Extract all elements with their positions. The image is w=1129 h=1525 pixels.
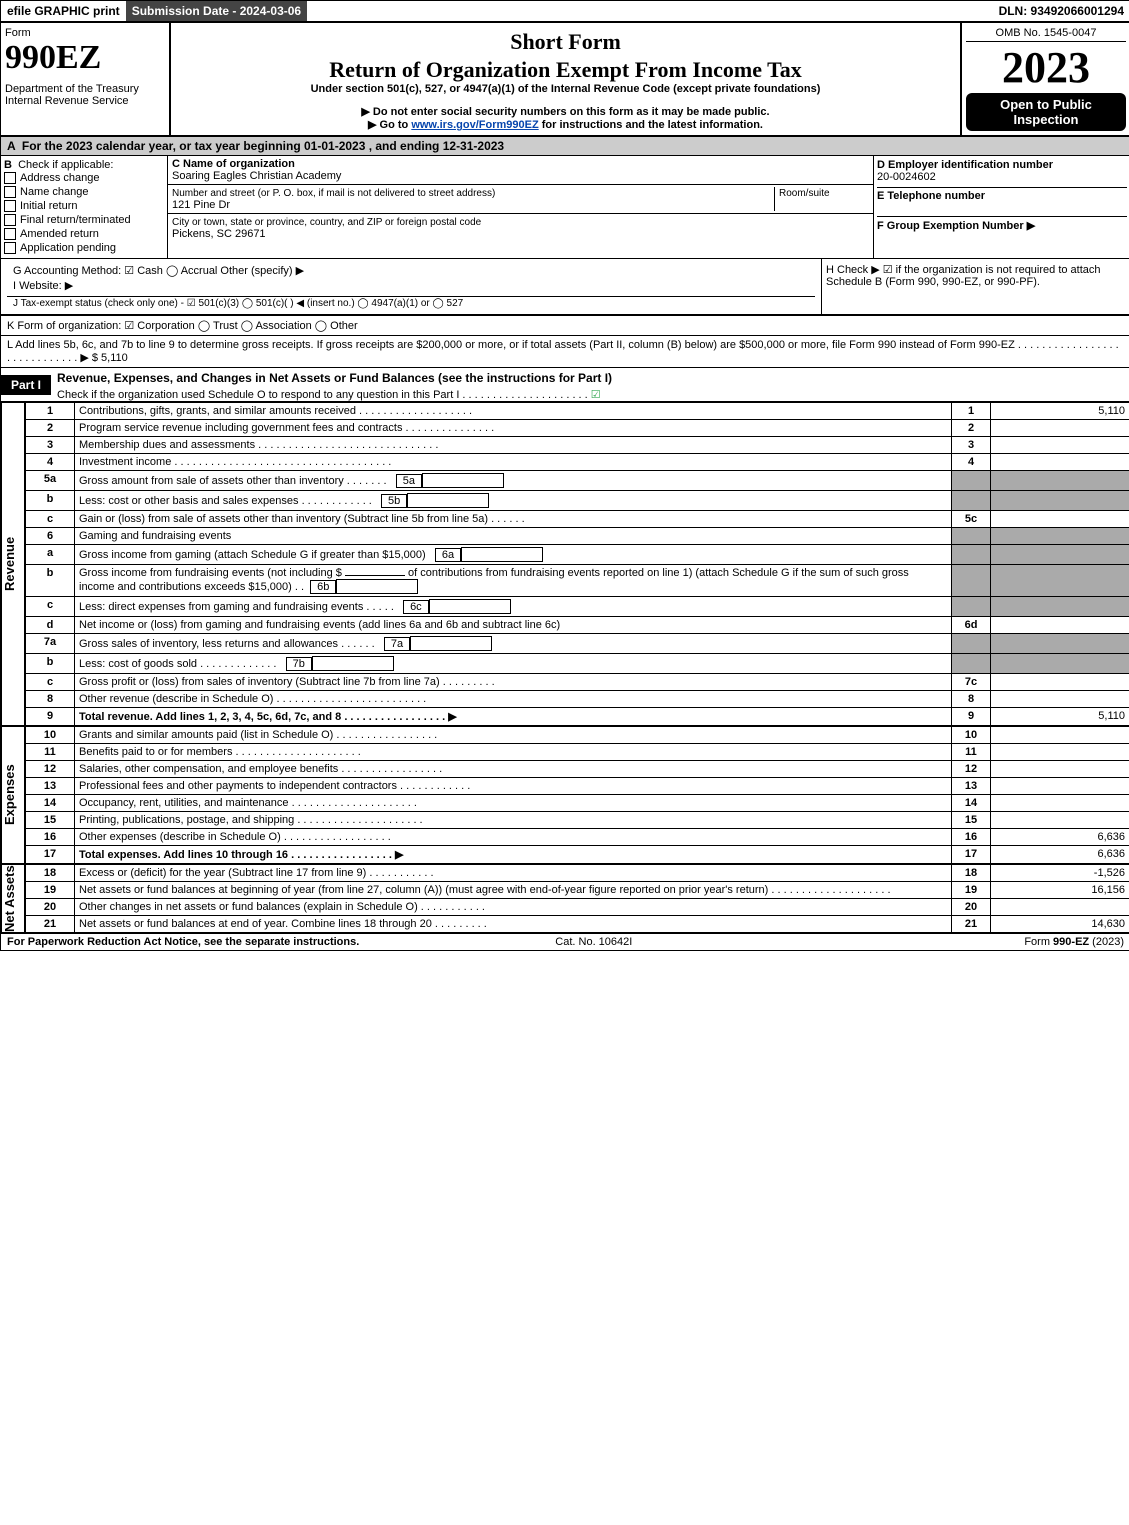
title-short-form: Short Form <box>175 29 956 55</box>
room-lbl: Room/suite <box>779 188 830 199</box>
line-L: L Add lines 5b, 6c, and 7b to line 9 to … <box>1 336 1129 367</box>
row-17: 17Total expenses. Add lines 10 through 1… <box>26 846 1129 864</box>
part-I-title: Revenue, Expenses, and Changes in Net As… <box>51 368 1129 388</box>
row-6: 6Gaming and fundraising events <box>26 528 1129 545</box>
row-2: 2Program service revenue including gover… <box>26 420 1129 437</box>
line-G: G Accounting Method: ☑ Cash ◯ Accrual Ot… <box>7 263 815 278</box>
omb: OMB No. 1545-0047 <box>966 27 1126 42</box>
footer-left: For Paperwork Reduction Act Notice, see … <box>7 936 359 948</box>
part-I-tab: Part I <box>1 375 51 395</box>
row-5b: bLess: cost or other basis and sales exp… <box>26 491 1129 511</box>
row-6a: aGross income from gaming (attach Schedu… <box>26 545 1129 565</box>
ein: 20-0024602 <box>877 171 1127 183</box>
row-7c: cGross profit or (loss) from sales of in… <box>26 674 1129 691</box>
top-bar: efile GRAPHIC print Submission Date - 20… <box>1 1 1129 23</box>
col-D: D Employer identification number 20-0024… <box>874 156 1129 258</box>
col-B: B Check if applicable: Address change Na… <box>1 156 168 258</box>
footer-mid: Cat. No. 10642I <box>555 936 632 948</box>
side-expenses: Expenses <box>1 726 25 864</box>
row-6d: dNet income or (loss) from gaming and fu… <box>26 617 1129 634</box>
C-name-lbl: C Name of organization <box>172 158 295 170</box>
open-public: Open to Public Inspection <box>966 93 1126 131</box>
row-7a: 7aGross sales of inventory, less returns… <box>26 634 1129 654</box>
F-lbl: F Group Exemption Number ▶ <box>877 220 1035 232</box>
part-I-checkbox[interactable]: ☑ <box>591 389 601 401</box>
line-A: A For the 2023 calendar year, or tax yea… <box>1 137 1129 156</box>
E-lbl: E Telephone number <box>877 190 985 202</box>
irs-link[interactable]: www.irs.gov/Form990EZ <box>411 119 538 131</box>
expenses-section: Expenses 10Grants and similar amounts pa… <box>1 726 1129 864</box>
B-header: Check if applicable: <box>18 159 113 171</box>
line-A-text: For the 2023 calendar year, or tax year … <box>22 139 504 153</box>
part-I-header: Part I Revenue, Expenses, and Changes in… <box>1 367 1129 402</box>
line-K: K Form of organization: ☑ Corporation ◯ … <box>1 315 1129 336</box>
form-label: Form <box>5 27 165 39</box>
side-netassets: Net Assets <box>1 864 25 933</box>
row-5a: 5aGross amount from sale of assets other… <box>26 471 1129 491</box>
D-lbl: D Employer identification number <box>877 159 1053 171</box>
row-8: 8Other revenue (describe in Schedule O) … <box>26 691 1129 708</box>
org-name: Soaring Eagles Christian Academy <box>172 170 341 182</box>
cb-amended[interactable]: Amended return <box>20 228 99 240</box>
row-15: 15Printing, publications, postage, and s… <box>26 812 1129 829</box>
form-page: efile GRAPHIC print Submission Date - 20… <box>0 0 1129 951</box>
side-revenue: Revenue <box>1 402 25 726</box>
submission-date: Submission Date - 2024-03-06 <box>126 1 307 21</box>
footer-right: Form 990-EZ (2023) <box>1024 936 1124 948</box>
goto-line: ▶ Go to www.irs.gov/Form990EZ for instru… <box>175 118 956 131</box>
row-20: 20Other changes in net assets or fund ba… <box>26 899 1129 916</box>
tax-year: 2023 <box>966 42 1126 93</box>
row-5c: cGain or (loss) from sale of assets othe… <box>26 511 1129 528</box>
row-18: 18Excess or (deficit) for the year (Subt… <box>26 865 1129 882</box>
line-I: I Website: ▶ <box>7 278 815 297</box>
row-11: 11Benefits paid to or for members . . . … <box>26 744 1129 761</box>
line-J: J Tax-exempt status (check only one) - ☑… <box>7 297 815 310</box>
warn-ssn: ▶ Do not enter social security numbers o… <box>175 105 956 118</box>
info-grid: B Check if applicable: Address change Na… <box>1 156 1129 259</box>
dept-label: Department of the Treasury <box>5 83 165 95</box>
netassets-section: Net Assets 18Excess or (deficit) for the… <box>1 864 1129 933</box>
row-7b: bLess: cost of goods sold . . . . . . . … <box>26 654 1129 674</box>
cb-name-change[interactable]: Name change <box>20 186 89 198</box>
irs-label: Internal Revenue Service <box>5 95 165 107</box>
row-12: 12Salaries, other compensation, and empl… <box>26 761 1129 778</box>
row-19: 19Net assets or fund balances at beginni… <box>26 882 1129 899</box>
row-13: 13Professional fees and other payments t… <box>26 778 1129 795</box>
col-C: C Name of organizationSoaring Eagles Chr… <box>168 156 874 258</box>
row-14: 14Occupancy, rent, utilities, and mainte… <box>26 795 1129 812</box>
cb-app-pending[interactable]: Application pending <box>20 242 116 254</box>
dln: DLN: 93492066001294 <box>993 1 1129 21</box>
cb-address-change[interactable]: Address change <box>20 172 100 184</box>
org-street: 121 Pine Dr <box>172 199 230 211</box>
row-9: 9Total revenue. Add lines 1, 2, 3, 4, 5c… <box>26 708 1129 726</box>
row-21: 21Net assets or fund balances at end of … <box>26 916 1129 933</box>
row-1: 1Contributions, gifts, grants, and simil… <box>26 403 1129 420</box>
part-I-check-text: Check if the organization used Schedule … <box>57 389 588 401</box>
form-number: 990EZ <box>5 39 165 77</box>
row-10: 10Grants and similar amounts paid (list … <box>26 727 1129 744</box>
line-H: H Check ▶ ☑ if the organization is not r… <box>821 259 1129 314</box>
row-3: 3Membership dues and assessments . . . .… <box>26 437 1129 454</box>
efile-label: efile GRAPHIC print <box>1 1 126 21</box>
row-6b: bGross income from fundraising events (n… <box>26 565 1129 597</box>
org-city: Pickens, SC 29671 <box>172 228 266 240</box>
row-16: 16Other expenses (describe in Schedule O… <box>26 829 1129 846</box>
revenue-section: Revenue 1Contributions, gifts, grants, a… <box>1 402 1129 726</box>
header: Form 990EZ Department of the Treasury In… <box>1 23 1129 137</box>
page-footer: For Paperwork Reduction Act Notice, see … <box>1 933 1129 950</box>
C-city-lbl: City or town, state or province, country… <box>172 217 481 228</box>
title-return: Return of Organization Exempt From Incom… <box>175 57 956 83</box>
C-addr-lbl: Number and street (or P. O. box, if mail… <box>172 188 495 199</box>
cb-final-return[interactable]: Final return/terminated <box>20 214 131 226</box>
subtitle: Under section 501(c), 527, or 4947(a)(1)… <box>175 83 956 95</box>
row-6c: cLess: direct expenses from gaming and f… <box>26 597 1129 617</box>
cb-initial-return[interactable]: Initial return <box>20 200 77 212</box>
row-4: 4Investment income . . . . . . . . . . .… <box>26 454 1129 471</box>
